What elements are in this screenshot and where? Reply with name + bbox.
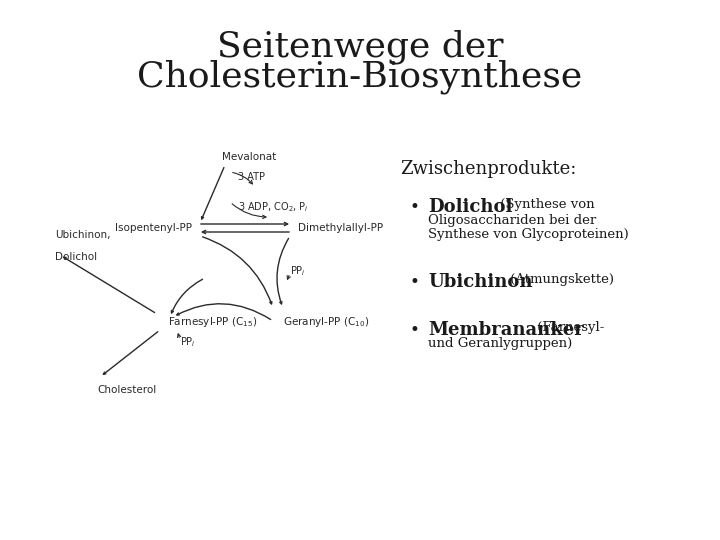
Text: •: • — [410, 321, 420, 339]
Text: (Atmungskette): (Atmungskette) — [506, 273, 614, 286]
Text: Dolichol: Dolichol — [55, 252, 97, 262]
Text: und Geranlygruppen): und Geranlygruppen) — [428, 337, 572, 350]
Text: Oligosacchariden bei der: Oligosacchariden bei der — [428, 214, 596, 227]
Text: 3 ADP, CO$_2$, P$_i$: 3 ADP, CO$_2$, P$_i$ — [238, 200, 309, 214]
Text: Isopentenyl-PP: Isopentenyl-PP — [115, 223, 192, 233]
Text: Ubichinon,: Ubichinon, — [55, 230, 110, 240]
Text: Synthese von Glycoproteinen): Synthese von Glycoproteinen) — [428, 228, 629, 241]
Text: Cholesterin-Biosynthese: Cholesterin-Biosynthese — [138, 60, 582, 94]
Text: Dolichol: Dolichol — [428, 198, 513, 216]
Text: Membrananker: Membrananker — [428, 321, 584, 339]
Text: •: • — [410, 273, 420, 291]
Text: Cholesterol: Cholesterol — [97, 385, 156, 395]
Text: Dimethylallyl-PP: Dimethylallyl-PP — [298, 223, 383, 233]
Text: Farnesyl-PP (C$_{15}$): Farnesyl-PP (C$_{15}$) — [168, 315, 258, 329]
Text: Geranyl-PP (C$_{10}$): Geranyl-PP (C$_{10}$) — [283, 315, 369, 329]
Text: PP$_i$: PP$_i$ — [180, 335, 196, 349]
Text: (Synthese von: (Synthese von — [496, 198, 595, 211]
Text: Mevalonat: Mevalonat — [222, 152, 276, 162]
Text: 3 ATP: 3 ATP — [238, 172, 265, 182]
Text: PP$_i$: PP$_i$ — [290, 264, 306, 278]
Text: Zwischenprodukte:: Zwischenprodukte: — [400, 160, 577, 178]
Text: Ubichinon: Ubichinon — [428, 273, 533, 291]
Text: (Farnesyl-: (Farnesyl- — [533, 321, 604, 334]
Text: Seitenwege der: Seitenwege der — [217, 30, 503, 64]
Text: •: • — [410, 198, 420, 216]
